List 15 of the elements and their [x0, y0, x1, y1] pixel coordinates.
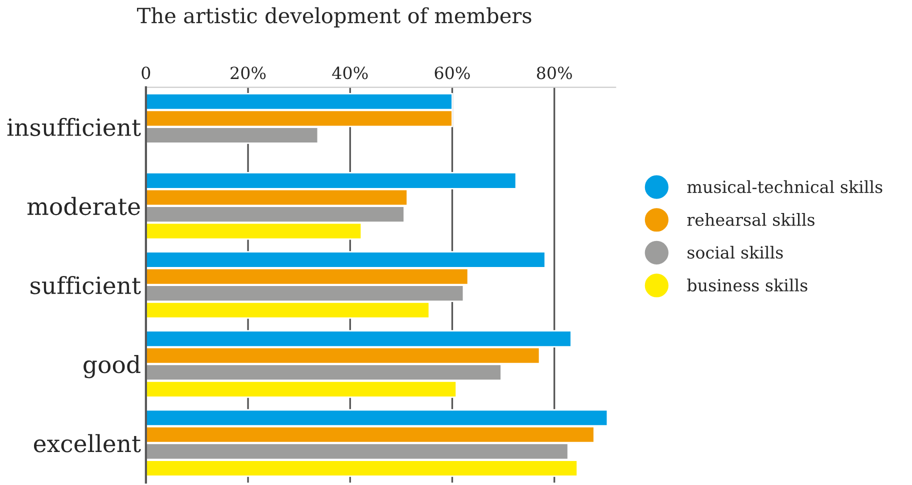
x-tick-label: 60%: [434, 66, 470, 80]
legend-label: rehearsal skills: [687, 213, 814, 226]
y-tick-label: moderate: [27, 196, 140, 216]
y-tick-label: excellent: [34, 434, 141, 452]
y-tick-label: insufficient: [7, 118, 141, 136]
y-tick-label: sufficient: [30, 276, 141, 294]
x-tick-label: 0: [142, 66, 150, 80]
y-tick-label: good: [84, 355, 140, 378]
legend-label: business skills: [687, 278, 808, 292]
x-tick-label: 20%: [230, 66, 266, 80]
x-tick-label: 80%: [536, 66, 572, 80]
legend-label: musical-technical skills: [687, 180, 882, 194]
legend-label: social skills: [688, 246, 783, 259]
x-tick-label: 40%: [332, 66, 368, 80]
chart-title: The artistic development of members: [137, 7, 532, 28]
